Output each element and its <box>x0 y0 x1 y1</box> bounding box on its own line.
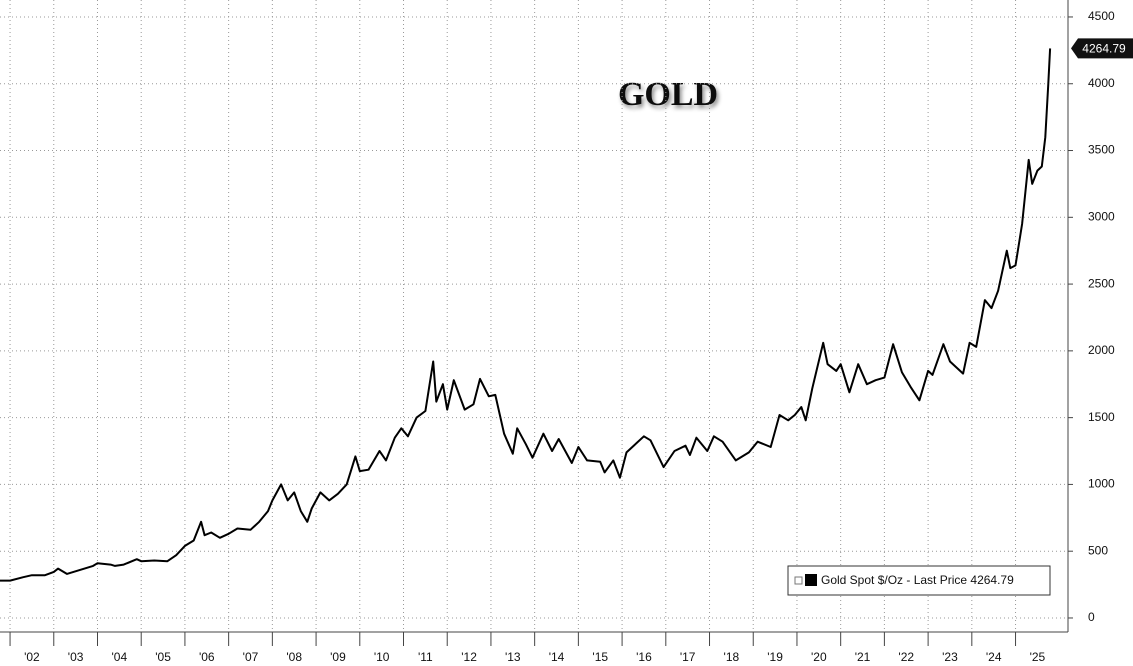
x-tick-label: '20 <box>811 650 827 664</box>
x-tick-label: '16 <box>636 650 652 664</box>
chart-title: GOLD <box>618 76 718 113</box>
legend-toggle <box>794 576 803 585</box>
legend-swatch <box>805 574 817 586</box>
x-tick-label: '10 <box>374 650 390 664</box>
y-tick-label: 1500 <box>1088 410 1115 424</box>
y-tick-label: 0 <box>1088 610 1095 624</box>
price-line <box>0 48 1052 582</box>
y-tick-label: 4000 <box>1088 76 1115 90</box>
x-tick-label: '13 <box>505 650 521 664</box>
x-tick-label: '05 <box>155 650 171 664</box>
y-tick-label: 1000 <box>1088 477 1115 491</box>
x-tick-label: '02 <box>24 650 40 664</box>
y-tick-label: 2000 <box>1088 343 1115 357</box>
x-tick-label: '15 <box>592 650 608 664</box>
x-tick-label: '07 <box>243 650 259 664</box>
legend-label: Gold Spot $/Oz - Last Price 4264.79 <box>821 573 1014 587</box>
x-tick-label: '24 <box>986 650 1002 664</box>
x-tick-label: '04 <box>112 650 128 664</box>
x-tick-label: '23 <box>942 650 958 664</box>
x-tick-label: '12 <box>461 650 477 664</box>
x-tick-label: '14 <box>549 650 565 664</box>
y-tick-label: 500 <box>1088 543 1108 557</box>
legend: Gold Spot $/Oz - Last Price 4264.79 <box>787 565 1051 596</box>
x-tick-label: '25 <box>1030 650 1046 664</box>
x-tick-label: '22 <box>898 650 914 664</box>
last-price-tag <box>1071 38 1133 59</box>
y-tick-label: 2500 <box>1088 276 1115 290</box>
x-tick-label: '19 <box>767 650 783 664</box>
y-tick-label: 4500 <box>1088 9 1115 23</box>
last-price-label: 4264.79 <box>1082 42 1126 56</box>
x-tick-label: '18 <box>724 650 740 664</box>
y-tick-label: 3500 <box>1088 143 1115 157</box>
x-tick-label: '11 <box>418 650 433 664</box>
y-tick-label: 3000 <box>1088 209 1115 223</box>
x-tick-label: '09 <box>330 650 346 664</box>
x-tick-label: '06 <box>199 650 215 664</box>
x-tick-label: '17 <box>680 650 696 664</box>
legend-box <box>787 565 1051 596</box>
x-tick-label: '21 <box>855 650 871 664</box>
x-tick-label: '03 <box>68 650 84 664</box>
x-tick-label: '08 <box>286 650 302 664</box>
